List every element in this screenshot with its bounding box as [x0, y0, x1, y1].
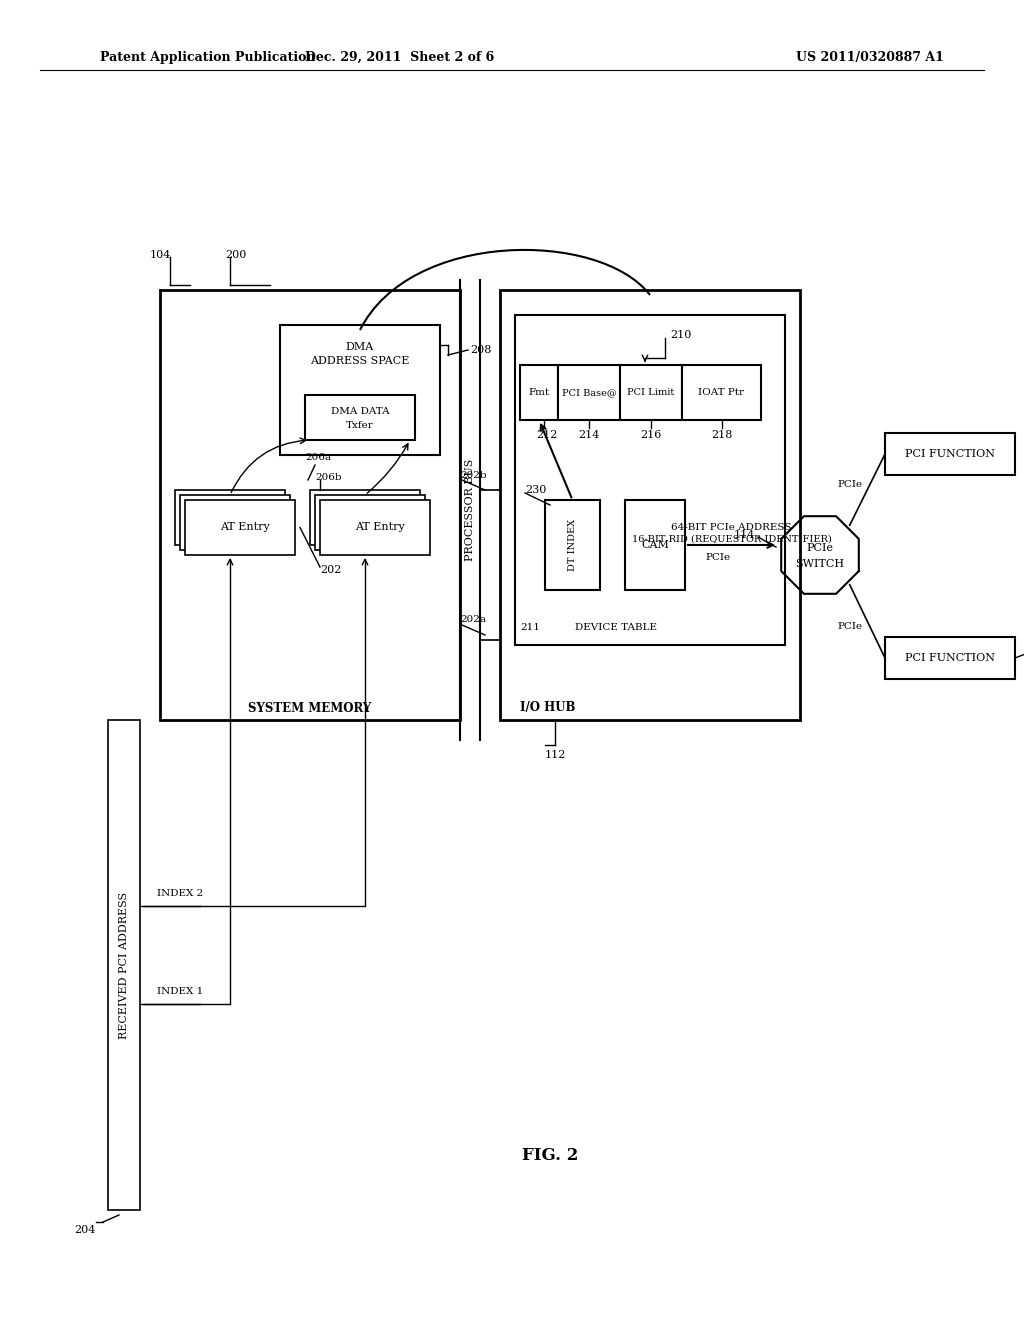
Bar	[500, 290, 800, 719]
Text: AT Entry: AT Entry	[220, 523, 270, 532]
Text: CAM: CAM	[641, 540, 669, 550]
Text: Fmt: Fmt	[528, 388, 550, 397]
Bar	[280, 325, 440, 455]
Text: 16-BIT RID (REQUESTOR IDENTIFIER): 16-BIT RID (REQUESTOR IDENTIFIER)	[632, 535, 831, 544]
Bar	[620, 366, 682, 420]
Text: 206b: 206b	[315, 474, 342, 483]
Bar	[885, 433, 1015, 475]
Text: PCI FUNCTION: PCI FUNCTION	[905, 449, 995, 459]
Text: 211: 211	[520, 623, 540, 631]
Text: AT Entry: AT Entry	[355, 523, 404, 532]
Text: 114: 114	[733, 531, 755, 540]
Bar	[108, 719, 140, 1210]
Text: INDEX 1: INDEX 1	[157, 987, 203, 997]
Text: 64-BIT PCIe ADDRESS: 64-BIT PCIe ADDRESS	[672, 523, 792, 532]
Text: 200: 200	[225, 249, 247, 260]
Text: PCIe: PCIe	[838, 622, 862, 631]
Text: 202b: 202b	[460, 470, 486, 479]
Text: RECEIVED PCI ADDRESS: RECEIVED PCI ADDRESS	[119, 891, 129, 1039]
Text: SWITCH: SWITCH	[796, 558, 845, 569]
Text: PCIe: PCIe	[705, 553, 730, 561]
Bar	[160, 290, 460, 719]
Text: I/O HUB: I/O HUB	[520, 701, 575, 714]
Bar	[682, 366, 761, 420]
Text: IOAT Ptr: IOAT Ptr	[698, 388, 744, 397]
Text: ADDRESS SPACE: ADDRESS SPACE	[310, 356, 410, 366]
Text: Patent Application Publication: Patent Application Publication	[100, 50, 315, 63]
Text: 202: 202	[319, 565, 341, 576]
Text: PCI FUNCTION: PCI FUNCTION	[905, 653, 995, 663]
Text: DMA DATA: DMA DATA	[331, 408, 389, 417]
Bar	[885, 638, 1015, 678]
Text: FIG. 2: FIG. 2	[522, 1147, 579, 1163]
Text: PROCESSOR BUS: PROCESSOR BUS	[465, 459, 475, 561]
Bar	[319, 500, 430, 554]
Text: 104: 104	[150, 249, 171, 260]
Text: 208: 208	[470, 345, 492, 355]
Bar	[310, 490, 420, 545]
Text: 202a: 202a	[460, 615, 486, 624]
Bar	[315, 495, 425, 550]
Bar	[305, 395, 415, 440]
Bar	[175, 490, 285, 545]
Text: 204: 204	[75, 1225, 96, 1236]
Text: 230: 230	[525, 484, 547, 495]
Bar	[545, 500, 600, 590]
Bar	[558, 366, 620, 420]
Text: 112: 112	[545, 750, 566, 760]
Text: PCI Limit: PCI Limit	[628, 388, 675, 397]
Text: 218: 218	[711, 430, 732, 440]
Bar	[180, 495, 290, 550]
Text: PCIe: PCIe	[807, 543, 834, 553]
Text: PCIe: PCIe	[838, 480, 862, 490]
Text: DT INDEX: DT INDEX	[568, 519, 577, 572]
Text: Txfer: Txfer	[346, 421, 374, 430]
Text: PCI Base@: PCI Base@	[561, 388, 616, 397]
Text: US 2011/0320887 A1: US 2011/0320887 A1	[796, 50, 944, 63]
Text: DMA: DMA	[346, 342, 374, 352]
Bar	[185, 500, 295, 554]
Bar	[625, 500, 685, 590]
Text: 212: 212	[537, 430, 558, 440]
Text: 210: 210	[670, 330, 691, 341]
Text: Dec. 29, 2011  Sheet 2 of 6: Dec. 29, 2011 Sheet 2 of 6	[305, 50, 495, 63]
Text: SYSTEM MEMORY: SYSTEM MEMORY	[249, 701, 372, 714]
Text: 206a: 206a	[305, 454, 331, 462]
Text: 214: 214	[579, 430, 600, 440]
Text: INDEX 2: INDEX 2	[157, 890, 203, 898]
Bar	[520, 366, 558, 420]
Text: DEVICE TABLE: DEVICE TABLE	[575, 623, 657, 631]
Bar	[515, 315, 785, 645]
Text: 216: 216	[640, 430, 662, 440]
